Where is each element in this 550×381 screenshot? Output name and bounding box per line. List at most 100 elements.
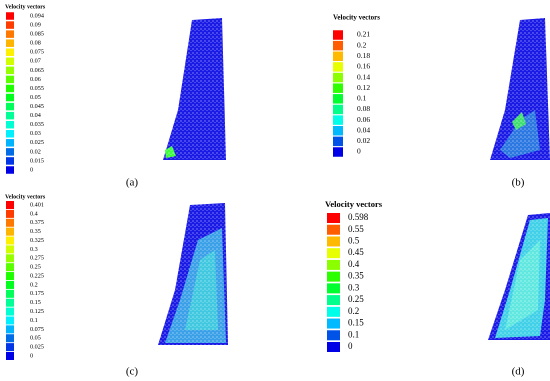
legend-swatch: [6, 139, 14, 147]
legend-label: 0.06: [357, 115, 370, 124]
legend-label: 0.07: [30, 58, 41, 65]
caption: (c): [126, 366, 139, 378]
legend-swatch: [6, 209, 14, 218]
legend-label: 0: [357, 147, 361, 156]
legend-swatch: [333, 72, 343, 83]
legend-label: 0.04: [357, 125, 370, 134]
legend-label: 0.015: [30, 157, 44, 164]
legend-swatch: [333, 125, 343, 136]
legend-swatch: [333, 147, 343, 157]
legend-swatch: [6, 102, 14, 111]
legend-title: Velocity vectors: [333, 14, 380, 22]
legend-label: 0.4: [30, 210, 38, 217]
legend-label: 0.075: [30, 49, 44, 56]
legend-label: 0.025: [30, 139, 44, 146]
legend-swatch: [6, 218, 14, 227]
legend-label: 0.598: [348, 212, 369, 222]
legend-swatch: [6, 307, 14, 316]
legend-label: 0.45: [348, 247, 364, 257]
legend-label: 0: [30, 352, 33, 359]
legend-label: 0.05: [30, 94, 41, 101]
legend-label: 0.15: [30, 299, 41, 306]
legend-swatch: [333, 30, 343, 40]
legend-label: 0.06: [30, 76, 41, 83]
legend-swatch: [327, 306, 340, 317]
legend-label: 0.18: [357, 51, 370, 60]
legend-label: 0.3: [30, 246, 38, 253]
legend-label: 0.035: [30, 121, 44, 128]
legend-swatch: [333, 136, 343, 147]
legend-label: 0.125: [30, 308, 44, 315]
legend-label: 0.2: [348, 306, 359, 316]
legend-label: 0.094: [30, 12, 44, 19]
legend-swatch: [327, 213, 340, 223]
legend-label: 0.3: [348, 282, 360, 292]
legend-label: 0.025: [30, 344, 44, 351]
legend-swatch: [6, 130, 14, 138]
legend-label: 0.1: [357, 94, 367, 103]
legend-label: 0.225: [30, 272, 44, 279]
legend-swatch: [6, 48, 14, 56]
legend-swatch: [333, 94, 343, 104]
legend-swatch: [327, 342, 340, 352]
legend-swatch: [6, 272, 14, 281]
legend-swatch: [6, 334, 14, 343]
legend-label: 0.09: [30, 21, 41, 28]
legend-swatch: [6, 12, 14, 20]
legend-label: 0.55: [348, 224, 364, 234]
legend-label: 0.1: [348, 329, 359, 339]
legend-label: 0.08: [357, 104, 370, 113]
legend-swatch: [6, 30, 14, 38]
legend-label: 0.02: [30, 148, 41, 155]
legend-label: 0.15: [348, 318, 364, 328]
legend-title: Velocity vectors: [5, 4, 46, 10]
legend-label: 0.055: [30, 85, 44, 92]
legend-label: 0.5: [348, 236, 360, 246]
legend-label: 0.275: [30, 255, 44, 262]
legend-swatch: [327, 259, 340, 270]
legend-swatch: [6, 352, 14, 360]
legend-swatch: [6, 289, 14, 298]
caption: (a): [126, 177, 139, 189]
legend-label: 0.375: [30, 219, 44, 226]
legend-swatch: [6, 111, 14, 120]
legend-label: 0.21: [357, 30, 370, 39]
legend-swatch: [6, 236, 14, 245]
legend-label: 0.25: [30, 264, 41, 271]
legend-swatch: [6, 66, 14, 75]
legend-swatch: [6, 227, 14, 236]
legend-label: 0.25: [348, 294, 364, 304]
legend-label: 0.085: [30, 31, 44, 38]
legend-swatch: [6, 93, 14, 102]
legend-swatch: [333, 115, 343, 125]
caption: (b): [512, 177, 525, 189]
legend-swatch: [333, 62, 343, 72]
legend-swatch: [6, 245, 14, 254]
legend-swatch: [327, 224, 340, 235]
legend-label: 0.045: [30, 103, 44, 110]
field-b: [490, 18, 550, 160]
legend-title: Velocity vectors: [325, 199, 383, 209]
legend-label: 0.16: [357, 62, 370, 71]
legend-swatch: [6, 148, 14, 156]
legend-label: 0.2: [357, 40, 367, 49]
legend-label: 0.065: [30, 67, 44, 74]
field-c: [158, 203, 228, 345]
legend-swatch: [327, 330, 340, 341]
legend-swatch: [6, 254, 14, 263]
legend-label: 0.12: [357, 83, 370, 92]
legend-label: 0.08: [30, 40, 41, 47]
legend-swatch: [6, 325, 14, 334]
legend-label: 0.03: [30, 130, 41, 137]
legend-swatch: [6, 166, 14, 174]
legend-label: 0.075: [30, 326, 44, 333]
legend-label: 0.02: [357, 136, 370, 145]
legend-label: 0.325: [30, 237, 44, 244]
legend-swatch: [6, 298, 14, 307]
legend-swatch: [6, 280, 14, 289]
legend-label: 0.2: [30, 281, 38, 288]
field-d: [488, 213, 550, 340]
legend-label: 0.35: [348, 271, 364, 281]
